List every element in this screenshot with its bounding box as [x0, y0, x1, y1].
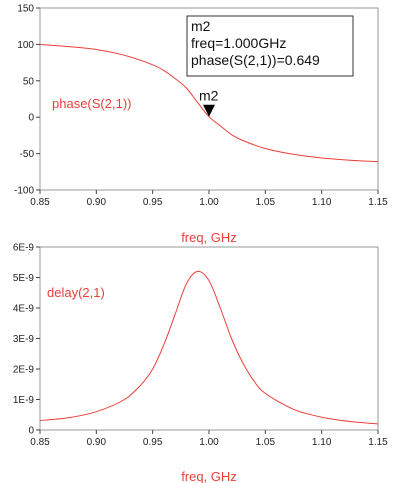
y-tick-label: -50 — [20, 149, 35, 160]
x-tick-label: 0.90 — [87, 197, 107, 208]
marker-m2-triangle[interactable] — [203, 105, 215, 117]
x-tick-label: 1.00 — [199, 437, 219, 448]
phase-chart: -100 -50 0 50 100 150 0.85 0.90 0.95 1.00 1.05 1.1… — [14, 4, 388, 246]
y-tick-label: 6E-9 — [13, 243, 35, 254]
phase-series-label: phase(S(2,1)) — [52, 96, 131, 111]
y-tick-label: 4E-9 — [13, 304, 35, 315]
marker-m2-label[interactable]: m2 — [199, 88, 219, 104]
phase-y-ticks: -100 -50 0 50 100 150 — [14, 4, 40, 197]
x-tick-label: 0.95 — [143, 197, 163, 208]
x-tick-label: 0.85 — [30, 197, 50, 208]
delay-plot-frame — [40, 247, 378, 430]
x-tick-label: 0.90 — [87, 437, 107, 448]
x-tick-label: 1.15 — [368, 437, 388, 448]
x-tick-label: 0.95 — [143, 437, 163, 448]
delay-x-ticks: 0.85 0.90 0.95 1.00 1.05 1.10 1.15 — [30, 430, 388, 448]
phase-x-ticks: 0.85 0.90 0.95 1.00 1.05 1.10 1.15 — [30, 190, 388, 208]
y-tick-label: -100 — [14, 186, 34, 197]
marker-readout-name: m2 — [191, 18, 211, 34]
y-tick-label: 2E-9 — [13, 365, 35, 376]
y-tick-label: 0 — [28, 113, 34, 124]
x-tick-label: 1.05 — [256, 437, 276, 448]
marker-readout-freq: freq=1.000GHz — [191, 35, 286, 51]
x-tick-label: 1.10 — [312, 197, 332, 208]
delay-y-ticks: 0 1E-9 2E-9 3E-9 4E-9 5E-9 6E-9 — [13, 243, 40, 437]
delay-chart: 0 1E-9 2E-9 3E-9 4E-9 5E-9 6E-9 0.85 0.90 0.95 1.… — [13, 243, 388, 483]
x-tick-label: 1.10 — [312, 437, 332, 448]
y-tick-label: 100 — [17, 40, 34, 51]
x-tick-label: 1.05 — [256, 197, 276, 208]
y-tick-label: 150 — [17, 4, 34, 15]
y-tick-label: 5E-9 — [13, 273, 35, 284]
phase-x-axis-title: freq, GHz — [181, 230, 237, 245]
marker-readout-phase: phase(S(2,1))=0.649 — [191, 52, 320, 68]
x-tick-label: 1.00 — [199, 197, 219, 208]
x-tick-label: 0.85 — [30, 437, 50, 448]
y-tick-label: 50 — [23, 76, 35, 87]
y-tick-label: 1E-9 — [13, 395, 35, 406]
y-tick-label: 3E-9 — [13, 334, 35, 345]
y-tick-label: 0 — [28, 426, 34, 437]
delay-series-label: delay(2,1) — [47, 285, 105, 300]
delay-x-axis-title: freq, GHz — [181, 469, 237, 483]
x-tick-label: 1.15 — [368, 197, 388, 208]
